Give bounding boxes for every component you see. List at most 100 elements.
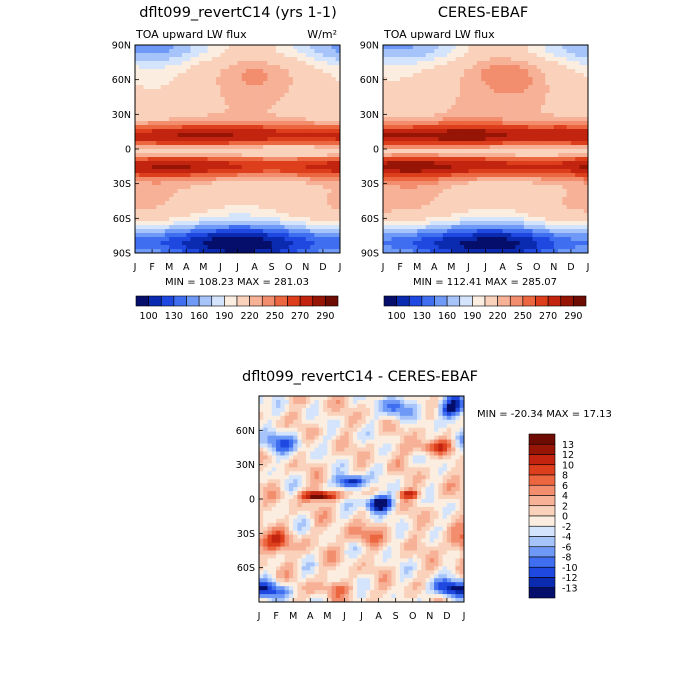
field-cell — [203, 89, 209, 94]
field-cell — [476, 65, 482, 70]
field-cell — [241, 221, 247, 226]
field-cell — [135, 145, 140, 150]
field-cell — [438, 165, 444, 170]
field-cell — [246, 49, 251, 54]
field-cell — [383, 157, 388, 162]
field-cell — [472, 77, 478, 82]
field-cell — [177, 137, 183, 142]
field-cell — [553, 85, 559, 90]
field-cell — [169, 173, 175, 178]
field-cell — [442, 213, 448, 218]
field-cell — [335, 93, 340, 98]
field-cell — [258, 85, 264, 90]
field-cell — [515, 153, 521, 158]
field-cell — [425, 249, 431, 253]
field-cell — [233, 213, 239, 218]
field-cell — [519, 161, 525, 166]
field-cell — [280, 109, 286, 114]
field-cell — [267, 145, 273, 150]
field-cell — [173, 225, 179, 230]
field-cell — [536, 201, 542, 206]
field-cell — [156, 221, 162, 226]
field-cell — [263, 209, 268, 214]
field-cell — [528, 49, 534, 54]
field-cell — [233, 97, 239, 102]
field-cell — [442, 125, 448, 130]
field-cell — [305, 149, 311, 154]
field-cell — [169, 221, 175, 226]
field-cell — [506, 153, 512, 158]
field-cell — [322, 193, 328, 198]
field-cell — [553, 129, 559, 134]
field-cell — [489, 113, 495, 118]
field-cell — [447, 237, 452, 242]
field-cell — [143, 85, 149, 90]
field-cell — [570, 133, 576, 138]
field-cell — [451, 233, 457, 238]
field-cell — [310, 61, 315, 66]
field-cell — [310, 221, 315, 226]
field-cell — [494, 77, 499, 82]
field-cell — [293, 109, 298, 114]
field-cell — [438, 225, 444, 230]
field-cell — [156, 233, 162, 238]
field-cell — [271, 145, 277, 150]
field-cell — [297, 45, 303, 50]
field-cell — [190, 229, 196, 234]
field-cell — [164, 81, 170, 86]
field-cell — [181, 85, 187, 90]
field-cell — [502, 145, 508, 150]
field-cell — [476, 233, 482, 238]
field-cell — [541, 197, 546, 202]
field-cell — [237, 249, 243, 253]
field-cell — [494, 141, 499, 146]
field-cell — [464, 161, 470, 166]
field-cell — [549, 161, 555, 166]
field-cell — [434, 229, 440, 234]
field-cell — [152, 57, 157, 62]
field-cell — [545, 225, 551, 230]
field-cell — [177, 225, 183, 230]
field-cell — [438, 121, 444, 126]
field-cell — [528, 229, 534, 234]
field-cell — [258, 45, 264, 50]
field-cell — [404, 241, 410, 246]
field-cell — [498, 245, 504, 250]
field-cell — [186, 213, 192, 218]
field-cell — [164, 97, 170, 102]
field-cell — [322, 225, 328, 230]
field-cell — [135, 165, 140, 170]
field-cell — [519, 205, 525, 210]
field-cell — [322, 201, 328, 206]
field-cell — [391, 245, 397, 250]
field-cell — [523, 213, 529, 218]
field-cell — [476, 209, 482, 214]
field-cell — [322, 101, 328, 106]
field-cell — [579, 149, 585, 154]
field-cell — [536, 241, 542, 246]
field-cell — [489, 237, 495, 242]
field-cell — [575, 197, 581, 202]
field-cell — [536, 49, 542, 54]
field-cell — [297, 209, 303, 214]
field-cell — [293, 77, 298, 82]
field-cell — [156, 109, 162, 114]
field-cell — [169, 57, 175, 62]
field-cell — [280, 245, 286, 250]
field-cell — [241, 197, 247, 202]
field-cell — [476, 213, 482, 218]
field-cell — [250, 197, 256, 202]
field-cell — [451, 177, 457, 182]
field-cell — [429, 141, 435, 146]
field-cell — [139, 229, 145, 234]
field-cell — [528, 77, 534, 82]
field-cell — [160, 77, 166, 82]
field-cell — [237, 225, 243, 230]
field-cell — [293, 241, 298, 246]
field-cell — [498, 69, 504, 74]
field-cell — [400, 209, 405, 214]
field-cell — [515, 193, 521, 198]
field-cell — [523, 89, 529, 94]
field-cell — [169, 101, 175, 106]
field-cell — [173, 149, 179, 154]
